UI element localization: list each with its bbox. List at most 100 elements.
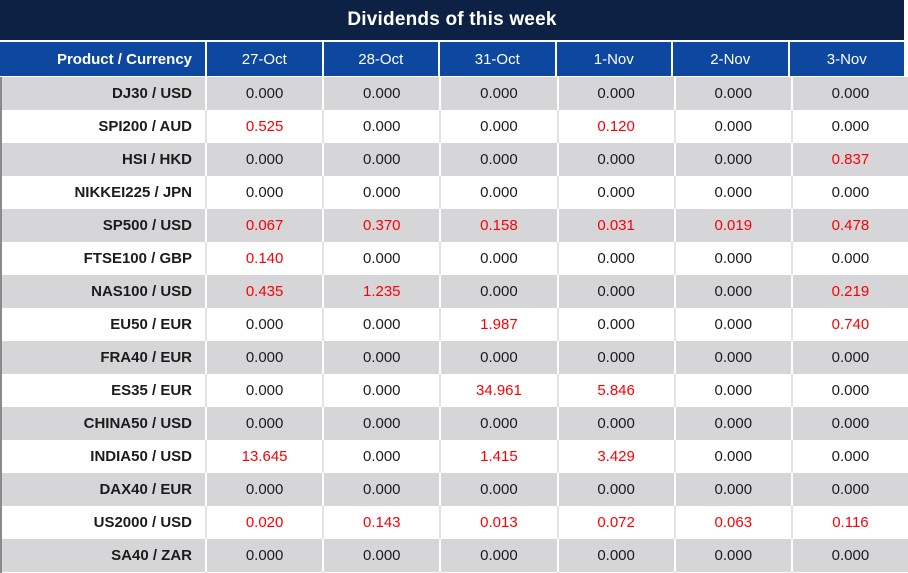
table-row: DJ30 / USD 0.000 0.000 0.000 0.000 0.000 0.000 (0, 77, 908, 110)
dividend-value-cell: 0.000 (322, 110, 440, 143)
dividend-value-cell: 0.000 (205, 143, 323, 176)
dividend-value-cell: 0.478 (790, 209, 908, 242)
dividend-value-cell: 0.219 (790, 275, 908, 308)
dividend-value-cell: 0.072 (556, 506, 674, 539)
dividend-value-cell: 0.000 (439, 539, 557, 572)
date-column-header: 1-Nov (554, 42, 671, 76)
dividend-value-cell: 0.000 (556, 308, 674, 341)
dividend-value-cell: 0.000 (790, 77, 908, 110)
dividend-value-cell: 0.019 (673, 209, 791, 242)
dividend-value-cell: 0.000 (673, 176, 791, 209)
dividend-value-cell: 0.000 (790, 374, 908, 407)
product-label: DAX40 / EUR (2, 473, 205, 506)
dividend-value-cell: 0.740 (790, 308, 908, 341)
title-bar: Dividends of this week (0, 0, 904, 42)
dividend-value-cell: 0.000 (790, 407, 908, 440)
dividend-value-cell: 0.000 (790, 176, 908, 209)
dividend-value-cell: 0.000 (439, 407, 557, 440)
dividend-value-cell: 0.000 (673, 407, 791, 440)
table-row: FTSE100 / GBP 0.140 0.000 0.000 0.000 0.000 0.… (0, 242, 908, 275)
date-column-header: 2-Nov (671, 42, 788, 76)
table-body: DJ30 / USD 0.000 0.000 0.000 0.000 0.000 0.000… (0, 77, 908, 572)
dividend-value-cell: 0.000 (790, 341, 908, 374)
dividend-value-cell: 0.000 (322, 473, 440, 506)
dividend-value-cell: 0.000 (556, 539, 674, 572)
dividend-value-cell: 0.000 (322, 407, 440, 440)
dividend-value-cell: 0.000 (673, 440, 791, 473)
dividend-value-cell: 0.000 (205, 77, 323, 110)
date-column-header: 3-Nov (787, 42, 904, 76)
product-label: EU50 / EUR (2, 308, 205, 341)
dividend-value-cell: 0.000 (439, 110, 557, 143)
dividend-value-cell: 0.000 (673, 275, 791, 308)
dividend-value-cell: 0.000 (673, 473, 791, 506)
dividend-value-cell: 0.435 (205, 275, 323, 308)
dividend-value-cell: 0.140 (205, 242, 323, 275)
dividend-value-cell: 0.000 (439, 275, 557, 308)
dividend-value-cell: 0.000 (205, 539, 323, 572)
product-label: ES35 / EUR (2, 374, 205, 407)
product-label: NAS100 / USD (2, 275, 205, 308)
table-row: NAS100 / USD 0.435 1.235 0.000 0.000 0.000 0.2… (0, 275, 908, 308)
dividend-value-cell: 0.000 (673, 374, 791, 407)
dividend-value-cell: 0.000 (790, 539, 908, 572)
dividend-value-cell: 0.000 (673, 308, 791, 341)
dividend-value-cell: 0.063 (673, 506, 791, 539)
dividend-value-cell: 0.000 (673, 143, 791, 176)
table-row: SP500 / USD 0.067 0.370 0.158 0.031 0.019 0.47… (0, 209, 908, 242)
product-label: FTSE100 / GBP (2, 242, 205, 275)
dividend-value-cell: 0.000 (556, 176, 674, 209)
dividend-value-cell: 0.000 (322, 374, 440, 407)
dividend-value-cell: 1.235 (322, 275, 440, 308)
dividend-value-cell: 0.000 (673, 242, 791, 275)
table-row: ES35 / EUR 0.000 0.000 34.961 5.846 0.000 0.00… (0, 374, 908, 407)
dividend-value-cell: 5.846 (556, 374, 674, 407)
dividend-value-cell: 0.000 (556, 275, 674, 308)
dividend-value-cell: 0.120 (556, 110, 674, 143)
dividend-value-cell: 3.429 (556, 440, 674, 473)
dividend-value-cell: 0.116 (790, 506, 908, 539)
table-row: DAX40 / EUR 0.000 0.000 0.000 0.000 0.000 0.00… (0, 473, 908, 506)
dividend-value-cell: 0.000 (556, 143, 674, 176)
dividend-value-cell: 0.000 (322, 77, 440, 110)
dividend-value-cell: 0.837 (790, 143, 908, 176)
product-label: US2000 / USD (2, 506, 205, 539)
table-header-row: Product / Currency 27-Oct 28-Oct 31-Oct 1-N… (0, 42, 904, 77)
dividend-value-cell: 0.000 (556, 407, 674, 440)
product-label: FRA40 / EUR (2, 341, 205, 374)
dividend-value-cell: 0.000 (205, 407, 323, 440)
dividend-value-cell: 0.000 (556, 242, 674, 275)
product-currency-header: Product / Currency (0, 42, 205, 76)
product-label: HSI / HKD (2, 143, 205, 176)
dividend-value-cell: 0.000 (322, 440, 440, 473)
dividend-value-cell: 0.000 (439, 242, 557, 275)
dividend-value-cell: 0.000 (205, 374, 323, 407)
dividend-value-cell: 0.013 (439, 506, 557, 539)
dividend-value-cell: 0.000 (205, 473, 323, 506)
dividend-value-cell: 0.000 (673, 539, 791, 572)
dividend-value-cell: 0.158 (439, 209, 557, 242)
dividend-value-cell: 0.000 (790, 110, 908, 143)
product-label: DJ30 / USD (2, 77, 205, 110)
dividend-value-cell: 34.961 (439, 374, 557, 407)
dividend-value-cell: 0.000 (205, 176, 323, 209)
product-label: NIKKEI225 / JPN (2, 176, 205, 209)
table-row: NIKKEI225 / JPN 0.000 0.000 0.000 0.000 0.000… (0, 176, 908, 209)
dividend-value-cell: 0.000 (439, 77, 557, 110)
table-row: US2000 / USD 0.020 0.143 0.013 0.072 0.063 0.1… (0, 506, 908, 539)
dividend-value-cell: 0.000 (439, 473, 557, 506)
dividend-value-cell: 1.415 (439, 440, 557, 473)
date-column-header: 28-Oct (321, 42, 438, 76)
dividend-value-cell: 0.000 (439, 143, 557, 176)
dividend-value-cell: 0.000 (790, 473, 908, 506)
dividend-value-cell: 0.000 (322, 539, 440, 572)
dividend-value-cell: 0.020 (205, 506, 323, 539)
table-row: SA40 / ZAR 0.000 0.000 0.000 0.000 0.000 0.000 (0, 539, 908, 572)
dividend-value-cell: 0.525 (205, 110, 323, 143)
dividend-value-cell: 0.370 (322, 209, 440, 242)
table-row: SPI200 / AUD 0.525 0.000 0.000 0.120 0.000 0.0… (0, 110, 908, 143)
date-column-header: 31-Oct (438, 42, 555, 76)
dividend-value-cell: 0.000 (673, 77, 791, 110)
product-label: SPI200 / AUD (2, 110, 205, 143)
